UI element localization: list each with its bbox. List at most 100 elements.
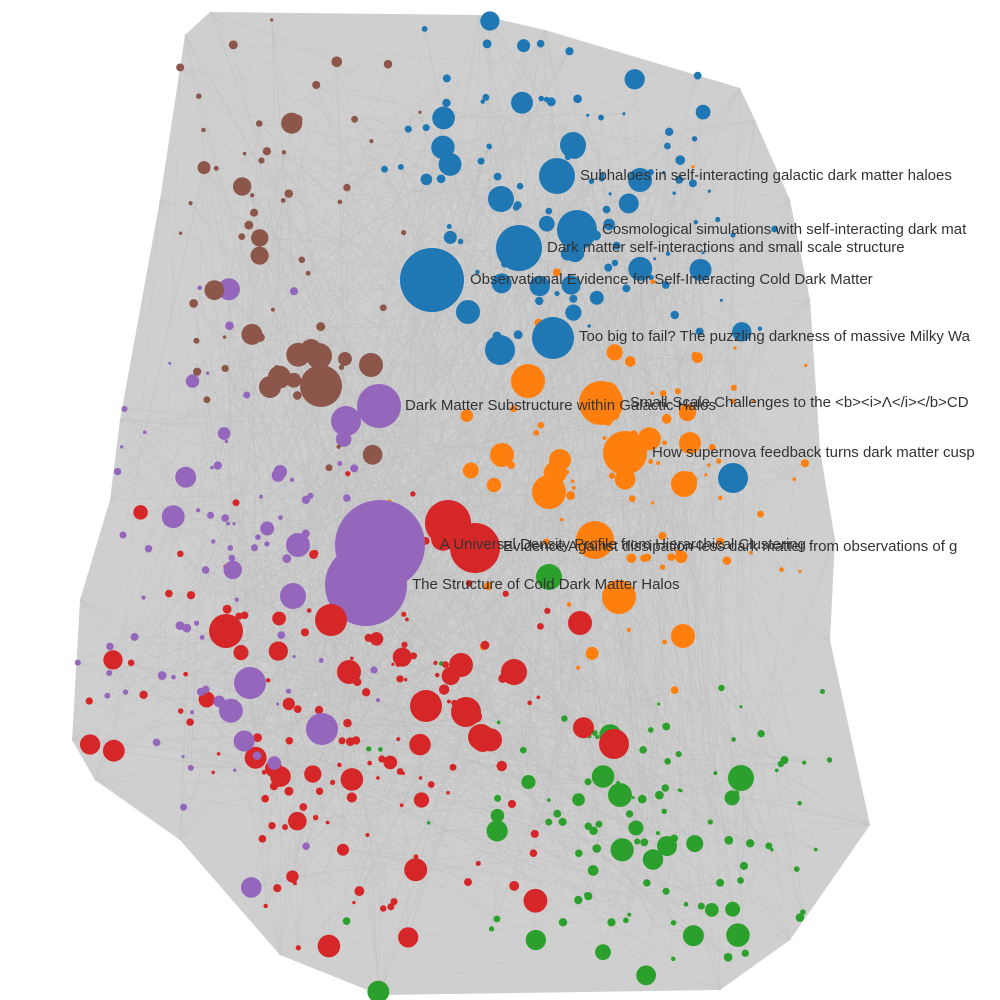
- edge: [402, 773, 409, 938]
- edge: [479, 14, 579, 668]
- node: [535, 296, 544, 306]
- node: [390, 898, 398, 906]
- node: [659, 564, 666, 570]
- node: [85, 697, 93, 705]
- node: [431, 135, 455, 160]
- node: [569, 294, 578, 303]
- node: [228, 554, 236, 562]
- node: [543, 96, 550, 103]
- node: [662, 440, 667, 446]
- node: [493, 172, 502, 181]
- node: [707, 189, 712, 193]
- edge: [266, 150, 509, 253]
- edge: [372, 454, 678, 552]
- node: [436, 174, 446, 184]
- node: [519, 746, 527, 754]
- edge: [112, 659, 258, 756]
- node: [701, 251, 705, 255]
- node: [269, 18, 274, 22]
- node: [475, 860, 481, 866]
- node: [730, 384, 737, 391]
- node: [391, 662, 395, 666]
- edge: [728, 539, 836, 841]
- node: [244, 220, 254, 230]
- node: [396, 675, 404, 683]
- node-label: The Structure of Cold Dark Matter Halos: [412, 576, 680, 593]
- node: [661, 281, 670, 289]
- node: [142, 430, 147, 435]
- node: [209, 614, 243, 648]
- edge: [185, 51, 570, 478]
- node-label: Too big to fail? The puzzling darkness o…: [579, 328, 971, 345]
- edge: [79, 599, 498, 920]
- edge: [119, 194, 492, 421]
- edge: [781, 449, 821, 570]
- edge: [184, 34, 619, 783]
- node: [671, 471, 697, 497]
- edge: [644, 263, 697, 843]
- node: [395, 661, 401, 667]
- edge: [588, 463, 640, 827]
- node: [127, 659, 135, 667]
- node: [746, 839, 755, 848]
- node: [161, 505, 185, 529]
- edge: [214, 290, 449, 793]
- node: [576, 521, 614, 559]
- edge: [278, 432, 537, 476]
- node: [451, 697, 481, 727]
- node: [165, 589, 173, 598]
- edge: [109, 479, 692, 501]
- edge: [594, 199, 791, 734]
- edge: [109, 325, 230, 501]
- node: [285, 737, 294, 745]
- node: [595, 944, 611, 961]
- node: [381, 165, 388, 173]
- node: [730, 398, 736, 404]
- edge: [561, 190, 830, 761]
- edge: [207, 373, 370, 764]
- node: [261, 769, 267, 775]
- node: [113, 467, 122, 476]
- node: [552, 268, 561, 277]
- node: [546, 798, 551, 803]
- edge: [186, 354, 299, 629]
- node: [404, 125, 412, 133]
- node: [573, 94, 582, 104]
- node: [102, 739, 125, 762]
- node: [443, 230, 457, 244]
- node: [536, 39, 545, 48]
- edge: [400, 689, 675, 772]
- edge: [336, 61, 357, 741]
- node: [285, 688, 292, 694]
- edge: [313, 554, 357, 741]
- edge: [193, 147, 444, 304]
- node: [757, 729, 765, 738]
- edge: [159, 199, 402, 806]
- node: [193, 620, 200, 626]
- edge: [179, 67, 734, 740]
- node: [234, 667, 266, 699]
- node: [511, 364, 545, 398]
- node: [175, 466, 197, 488]
- edge: [71, 737, 258, 741]
- edge: [449, 226, 836, 541]
- node: [281, 150, 287, 155]
- node: [715, 216, 721, 223]
- edge: [184, 34, 421, 113]
- edge: [710, 560, 728, 823]
- edge: [319, 481, 573, 792]
- edge: [117, 262, 415, 472]
- node: [175, 621, 185, 631]
- edge: [328, 467, 574, 489]
- node: [757, 510, 764, 518]
- edge: [690, 460, 719, 476]
- edge: [209, 11, 710, 192]
- node: [650, 391, 654, 395]
- node: [718, 463, 748, 493]
- node: [106, 669, 113, 677]
- edge: [280, 776, 647, 884]
- node: [226, 521, 230, 526]
- edge: [246, 160, 262, 395]
- node: [723, 952, 733, 962]
- edge: [259, 255, 800, 804]
